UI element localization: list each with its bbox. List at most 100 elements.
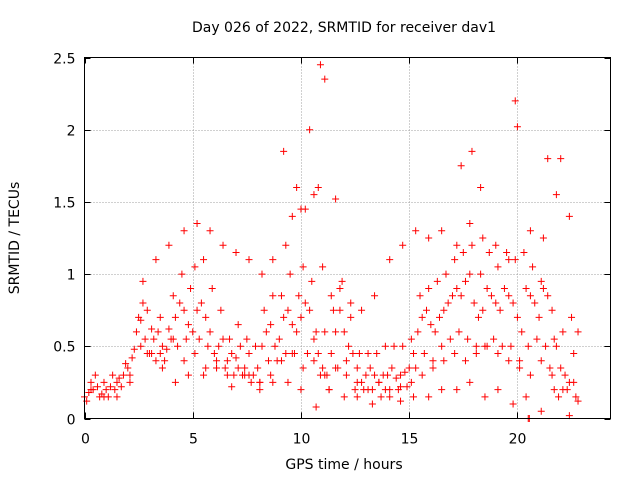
- data-point: [171, 313, 179, 321]
- data-point: [262, 328, 270, 336]
- data-point: [269, 292, 277, 300]
- data-point: [390, 342, 398, 350]
- data-point: [228, 383, 236, 391]
- data-point: [531, 299, 539, 307]
- data-point: [364, 386, 372, 394]
- data-point: [537, 407, 545, 415]
- data-point: [258, 342, 266, 350]
- data-point: [306, 306, 314, 314]
- y-tick-label: 2: [67, 124, 76, 140]
- data-point: [477, 270, 485, 278]
- data-point: [139, 277, 147, 285]
- data-point: [336, 306, 344, 314]
- data-point: [431, 328, 439, 336]
- data-point: [557, 155, 565, 163]
- data-point: [200, 256, 208, 264]
- data-point: [479, 234, 487, 242]
- data-point: [202, 313, 210, 321]
- data-points: [81, 61, 582, 422]
- data-point: [332, 195, 340, 203]
- data-point: [487, 292, 495, 300]
- data-point: [565, 412, 573, 420]
- data-point: [158, 342, 166, 350]
- x-tick-label: 0: [81, 432, 90, 448]
- data-point: [342, 371, 350, 379]
- data-point: [522, 393, 530, 401]
- data-point: [552, 342, 560, 350]
- data-point: [282, 350, 290, 358]
- data-point: [306, 126, 314, 134]
- data-point: [202, 364, 210, 372]
- data-point: [559, 386, 567, 394]
- data-point: [303, 350, 311, 358]
- data-point: [381, 342, 389, 350]
- data-point: [466, 378, 474, 386]
- data-point: [193, 306, 201, 314]
- data-point: [316, 61, 324, 69]
- data-point: [468, 147, 476, 155]
- data-point: [451, 350, 459, 358]
- data-point: [150, 335, 158, 343]
- data-point: [483, 285, 491, 293]
- data-point: [126, 371, 134, 379]
- data-point: [410, 393, 418, 401]
- data-point: [288, 350, 296, 358]
- x-tick-label: 10: [293, 432, 311, 448]
- data-point: [236, 342, 244, 350]
- data-point: [362, 371, 370, 379]
- data-point: [213, 364, 221, 372]
- data-point: [548, 371, 556, 379]
- axis-ticks: [84, 57, 611, 420]
- data-point: [312, 328, 320, 336]
- data-point: [245, 371, 253, 379]
- data-point: [427, 321, 435, 329]
- data-point: [410, 350, 418, 358]
- data-point: [457, 292, 465, 300]
- data-point: [213, 357, 221, 365]
- data-point: [435, 313, 443, 321]
- data-point: [340, 393, 348, 401]
- data-point: [453, 386, 461, 394]
- data-point: [130, 345, 138, 353]
- data-point: [477, 183, 485, 191]
- data-point: [474, 313, 482, 321]
- data-point: [293, 183, 301, 191]
- x-tick-label: 15: [401, 432, 419, 448]
- data-point: [535, 313, 543, 321]
- x-axis-label: GPS time / hours: [285, 457, 402, 473]
- data-point: [542, 342, 550, 350]
- data-point: [184, 321, 192, 329]
- data-point: [301, 299, 309, 307]
- data-point: [174, 342, 182, 350]
- data-point: [267, 371, 275, 379]
- data-point: [513, 313, 521, 321]
- data-point: [332, 328, 340, 336]
- data-point: [416, 292, 424, 300]
- data-point: [314, 183, 322, 191]
- data-point: [310, 335, 318, 343]
- data-point: [295, 292, 303, 300]
- data-point: [552, 191, 560, 199]
- data-point: [299, 263, 307, 271]
- data-point: [332, 364, 340, 372]
- chart-title: Day 026 of 2022, SRMTID for receiver dav…: [192, 20, 496, 36]
- data-point: [568, 313, 576, 321]
- data-point: [386, 256, 394, 264]
- data-point: [574, 328, 582, 336]
- data-point: [442, 270, 450, 278]
- data-point: [407, 378, 415, 386]
- data-point: [399, 342, 407, 350]
- data-point: [366, 364, 374, 372]
- data-point: [254, 364, 262, 372]
- data-point: [163, 345, 171, 353]
- data-point: [241, 364, 249, 372]
- data-point: [425, 393, 433, 401]
- data-point: [358, 306, 366, 314]
- data-point: [288, 321, 296, 329]
- data-point: [570, 378, 578, 386]
- data-point: [327, 350, 335, 358]
- data-point: [310, 357, 318, 365]
- data-point: [329, 306, 337, 314]
- data-point: [466, 220, 474, 228]
- data-point: [184, 371, 192, 379]
